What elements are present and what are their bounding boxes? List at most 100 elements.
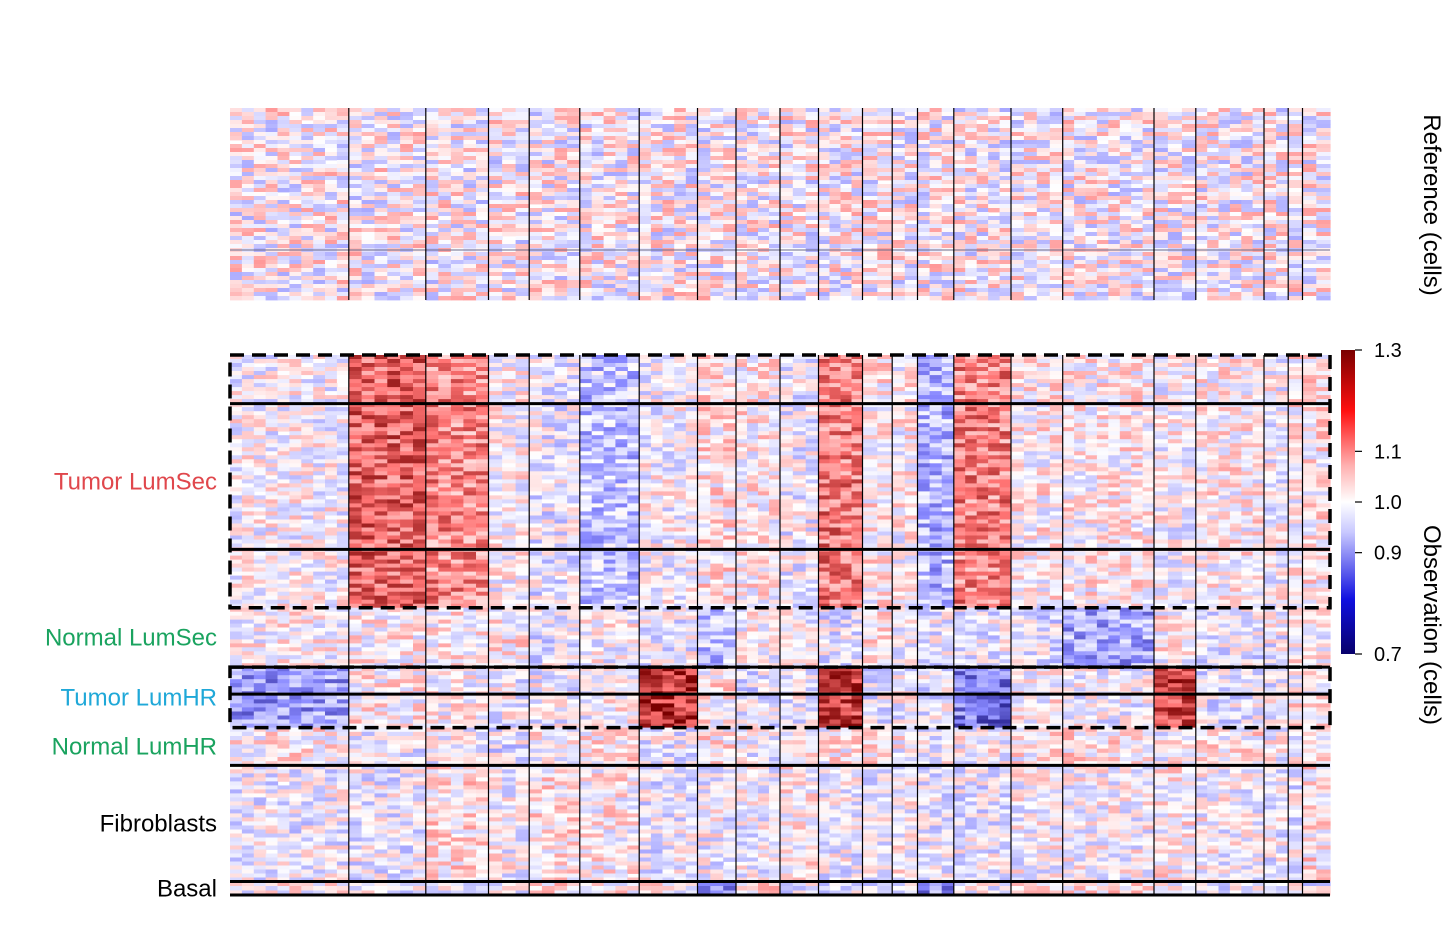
heat-cell: [450, 192, 464, 197]
heat-cell: [301, 228, 314, 233]
heat-cell: [1049, 208, 1064, 213]
heat-cell: [685, 156, 699, 161]
heat-cell: [929, 188, 943, 193]
heat-cell: [710, 228, 724, 233]
heat-cell: [829, 168, 842, 173]
heat-cell: [650, 196, 664, 201]
heat-cell: [1062, 160, 1075, 165]
heat-cell: [502, 276, 517, 281]
heat-cell: [710, 132, 724, 137]
heat-cell: [1108, 240, 1121, 245]
heat-cell: [965, 176, 978, 181]
heat-cell: [463, 216, 477, 221]
heat-cell: [639, 140, 652, 145]
heat-cell: [818, 112, 831, 117]
heat-cell: [615, 212, 628, 217]
heat-cell: [567, 228, 581, 233]
heat-cell: [591, 128, 605, 133]
heat-cell: [325, 200, 338, 205]
heat-cell: [1241, 260, 1254, 265]
heat-cell: [1142, 120, 1155, 125]
heat-cell: [450, 383, 464, 388]
heat-cell: [662, 136, 675, 141]
heat-cell: [685, 200, 699, 205]
heat-cell: [313, 120, 326, 125]
heat-cell: [400, 256, 414, 261]
heat-cell: [1195, 164, 1208, 169]
heat-cell: [965, 383, 978, 388]
heat-cell: [502, 288, 517, 293]
heat-cell: [277, 224, 290, 229]
heat-cell: [1302, 216, 1317, 221]
heat-cell: [1036, 140, 1051, 145]
heat-cell: [662, 172, 675, 177]
heat-cell: [387, 379, 401, 384]
heat-cell: [1023, 156, 1038, 161]
heat-cell: [1142, 168, 1155, 173]
heat-cell: [840, 120, 853, 125]
heat-cell: [301, 280, 314, 285]
heat-cell: [241, 280, 255, 285]
heat-cell: [662, 164, 675, 169]
heat-cell: [747, 284, 759, 289]
heat-cell: [851, 379, 864, 384]
heat-cell: [892, 264, 906, 269]
heat-cell: [603, 176, 617, 181]
heat-cell: [361, 112, 375, 117]
heat-cell: [941, 160, 955, 165]
heat-cell: [1316, 367, 1331, 372]
heat-cell: [413, 168, 427, 173]
heat-cell: [438, 152, 452, 157]
heat-cell: [662, 116, 675, 121]
heat-cell: [1154, 108, 1169, 113]
heat-cell: [829, 292, 842, 297]
heat-cell: [650, 120, 664, 125]
heat-cell: [325, 379, 338, 384]
heat-cell: [1142, 208, 1155, 213]
heat-cell: [1241, 264, 1254, 269]
heat-cell: [1288, 180, 1304, 185]
heat-cell: [1252, 252, 1265, 257]
heat-cell: [965, 371, 978, 376]
heat-cell: [488, 252, 503, 257]
heat-cell: [1241, 371, 1254, 376]
heat-cell: [1036, 124, 1051, 129]
heat-cell: [1023, 132, 1038, 137]
heat-cell: [325, 371, 338, 376]
heat-cell: [877, 112, 893, 117]
heat-cell: [710, 240, 724, 245]
heat-cell: [674, 252, 687, 257]
heat-cell: [348, 363, 363, 368]
heat-cell: [662, 244, 675, 249]
heat-cell: [361, 144, 375, 149]
heat-cell: [591, 367, 605, 372]
heat-cell: [361, 284, 375, 289]
heat-cell: [862, 168, 878, 173]
heat-cell: [1036, 192, 1051, 197]
heat-cell: [805, 240, 820, 245]
heat-cell: [313, 296, 326, 301]
heat-cell: [1302, 204, 1317, 209]
heat-cell: [840, 196, 853, 201]
heat-cell: [413, 359, 427, 364]
heat-cell: [627, 284, 640, 289]
heat-cell: [917, 296, 931, 301]
heat-cell: [999, 232, 1012, 237]
heat-cell: [792, 112, 807, 117]
heat-cell: [851, 292, 864, 297]
heat-cell: [1074, 148, 1087, 153]
heat-cell: [515, 112, 530, 117]
heat-cell: [579, 220, 593, 225]
heat-cell: [999, 375, 1012, 380]
heat-cell: [953, 144, 966, 149]
heat-cell: [829, 355, 842, 360]
heat-cell: [1119, 208, 1132, 213]
heat-cell: [1049, 112, 1064, 117]
heat-cell: [1229, 168, 1242, 173]
heat-cell: [438, 124, 452, 129]
heat-cell: [488, 228, 503, 233]
heat-cell: [1195, 379, 1208, 384]
heat-cell: [929, 379, 943, 384]
heat-cell: [301, 172, 314, 177]
heat-cell: [515, 280, 530, 285]
